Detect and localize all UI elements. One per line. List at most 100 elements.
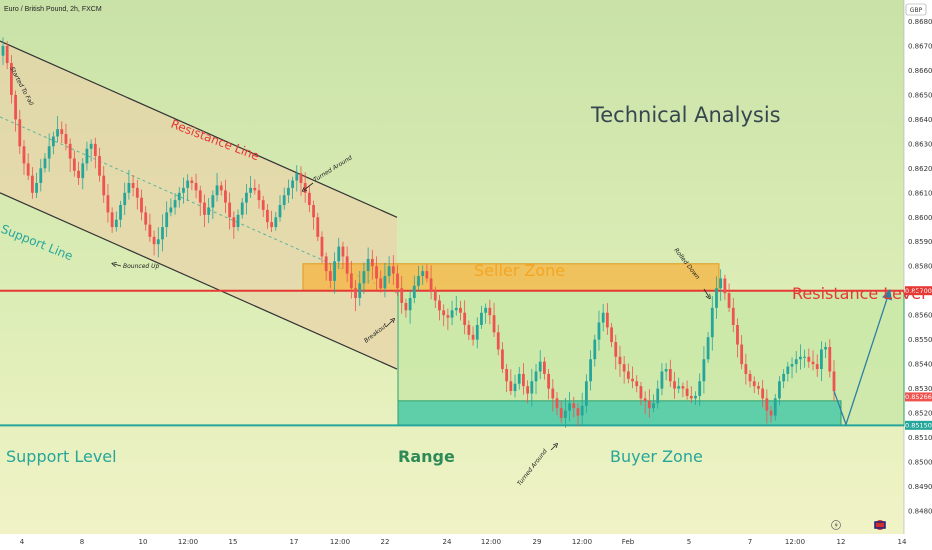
resistance-level-label: Resistance Level (792, 284, 926, 303)
candle-body (786, 366, 790, 374)
candle-body (337, 246, 341, 262)
technical-analysis-label: Technical Analysis (590, 103, 781, 127)
candle-body (765, 398, 769, 411)
currency-badge[interactable]: GBP (905, 3, 927, 16)
candle-body (446, 315, 450, 318)
candle-body (169, 207, 173, 213)
candle-body (484, 307, 488, 313)
candle-body (316, 217, 320, 237)
candle-body (652, 403, 655, 409)
resistance-price-label: 0.85700 (905, 286, 932, 296)
candle-body (543, 361, 546, 374)
candle-body (626, 371, 630, 379)
candle-body (320, 236, 324, 257)
candle-body (391, 266, 395, 274)
time-tick-label: 17 (290, 538, 299, 546)
candle-body (828, 346, 832, 372)
candle-body (85, 148, 89, 164)
candle-body (282, 195, 286, 206)
candle-body (232, 217, 236, 228)
candle-body (379, 278, 383, 289)
svg-text:0.85150: 0.85150 (905, 422, 932, 430)
candle-body (383, 276, 387, 289)
support-level-label: Support Level (6, 447, 117, 466)
candle-body (488, 307, 492, 316)
candle-body (219, 185, 223, 191)
buyer-zone-label: Buyer Zone (610, 447, 703, 466)
support-price-label: 0.85150 (905, 420, 932, 430)
support-line[interactable] (0, 192, 398, 370)
candle-body (824, 346, 828, 350)
candle-body (601, 312, 605, 323)
candle-body (501, 349, 504, 370)
candle-body (148, 224, 152, 237)
candle-body (404, 302, 408, 311)
candle-body (64, 134, 68, 144)
time-tick-label: 12:00 (785, 538, 805, 546)
candle-body (710, 307, 714, 338)
lightning-icon[interactable] (831, 520, 841, 530)
candle-body (324, 256, 328, 272)
time-tick-label: 5 (687, 538, 691, 546)
time-axis-background (0, 534, 932, 550)
turned-around-top-pointer (304, 182, 314, 190)
candle-body (559, 408, 563, 418)
candle-body (563, 410, 567, 418)
candle-body (748, 373, 752, 382)
candle-body (757, 386, 760, 389)
current-price-label: 0.85266 (905, 392, 932, 402)
candle-body (442, 310, 446, 316)
candle-body (261, 200, 265, 210)
candle-body (102, 175, 106, 196)
candle-body (593, 339, 597, 360)
time-tick-label: 24 (443, 538, 452, 546)
candle-body (211, 195, 215, 208)
breakout-pointer (385, 320, 393, 328)
candle-body (568, 403, 571, 411)
time-axis-ticks: 4 8 10 12:00 15 17 12:00 22 24 12:00 29 12:00 Feb 5 7 1… (20, 538, 907, 546)
flag-icon[interactable] (874, 520, 886, 530)
candle-body (694, 395, 697, 399)
candle-body (26, 163, 30, 176)
candle-body (156, 239, 160, 245)
candle-body (740, 344, 744, 365)
candle-body (471, 334, 475, 340)
time-tick-label: 4 (20, 538, 25, 546)
candle-body (811, 361, 815, 365)
candle-body (131, 183, 135, 188)
candle-body (5, 45, 9, 64)
bounced-up-label: Bounced Up (123, 263, 159, 270)
candle-body (387, 266, 391, 277)
candle-body (114, 219, 118, 228)
candle-body (450, 310, 454, 318)
candle-body (341, 246, 345, 257)
candle-body (815, 364, 819, 370)
candle-body (752, 381, 756, 387)
candle-body (480, 312, 483, 325)
price-tick-label: 0.84800 (908, 507, 932, 515)
candle-body (589, 359, 592, 382)
candle-body (643, 398, 647, 401)
candle-body (312, 205, 315, 218)
candle-body (68, 143, 72, 159)
candle-body (727, 293, 731, 308)
candle-body (803, 356, 807, 358)
resistance-line[interactable] (0, 40, 398, 218)
time-tick-label: 15 (229, 538, 238, 546)
time-tick-label: 8 (80, 538, 84, 546)
candle-body (291, 180, 294, 188)
candle-body (366, 258, 370, 272)
svg-text:0.85266: 0.85266 (905, 393, 932, 401)
candle-body (345, 256, 349, 274)
time-tick-label: 14 (898, 538, 907, 546)
candle-body (43, 158, 47, 169)
projection-arrow (833, 288, 892, 427)
candlestick-series (1, 37, 836, 428)
